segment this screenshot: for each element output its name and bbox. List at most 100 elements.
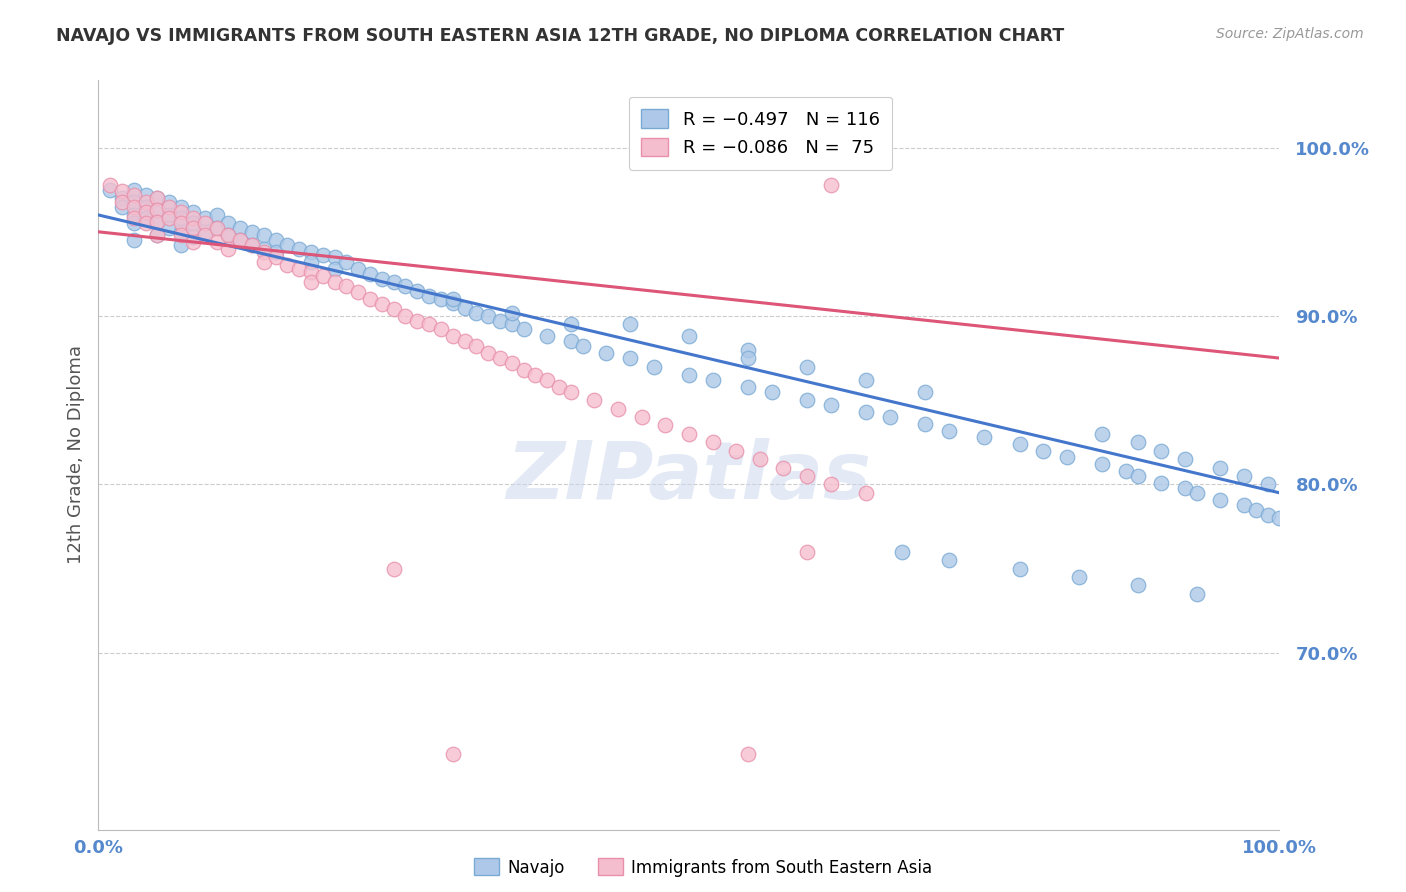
Point bbox=[253, 255, 276, 269]
Point bbox=[501, 356, 523, 370]
Point bbox=[501, 305, 523, 319]
Point bbox=[938, 424, 960, 438]
Point bbox=[1091, 426, 1114, 441]
Point bbox=[217, 242, 239, 256]
Point bbox=[111, 200, 134, 214]
Point bbox=[312, 248, 335, 262]
Point bbox=[1233, 498, 1256, 512]
Point bbox=[170, 204, 193, 219]
Point bbox=[1257, 508, 1279, 522]
Point bbox=[276, 238, 298, 252]
Point bbox=[1056, 450, 1078, 465]
Point bbox=[973, 430, 995, 444]
Point bbox=[217, 228, 239, 243]
Legend: Navajo, Immigrants from South Eastern Asia: Navajo, Immigrants from South Eastern As… bbox=[474, 858, 932, 877]
Point bbox=[205, 235, 228, 249]
Point bbox=[489, 351, 512, 365]
Point bbox=[122, 211, 145, 226]
Point bbox=[855, 405, 877, 419]
Point bbox=[737, 380, 759, 394]
Point bbox=[122, 183, 145, 197]
Point bbox=[1185, 587, 1208, 601]
Point bbox=[98, 178, 121, 192]
Point bbox=[111, 185, 134, 199]
Point bbox=[619, 351, 641, 365]
Point bbox=[477, 309, 499, 323]
Point bbox=[1008, 437, 1031, 451]
Point bbox=[512, 322, 534, 336]
Point bbox=[194, 225, 217, 239]
Point bbox=[135, 194, 157, 209]
Point bbox=[205, 221, 228, 235]
Point bbox=[299, 265, 322, 279]
Point bbox=[406, 284, 429, 298]
Point bbox=[157, 211, 180, 226]
Point bbox=[264, 233, 287, 247]
Point bbox=[181, 216, 204, 230]
Point bbox=[607, 401, 630, 416]
Point bbox=[359, 292, 381, 306]
Point bbox=[347, 261, 370, 276]
Text: NAVAJO VS IMMIGRANTS FROM SOUTH EASTERN ASIA 12TH GRADE, NO DIPLOMA CORRELATION : NAVAJO VS IMMIGRANTS FROM SOUTH EASTERN … bbox=[56, 27, 1064, 45]
Point bbox=[122, 208, 145, 222]
Point bbox=[855, 373, 877, 387]
Point bbox=[418, 318, 440, 332]
Point bbox=[855, 485, 877, 500]
Point bbox=[323, 276, 346, 290]
Point bbox=[1126, 435, 1149, 450]
Point bbox=[170, 200, 193, 214]
Point bbox=[264, 250, 287, 264]
Point bbox=[1185, 485, 1208, 500]
Point bbox=[560, 334, 582, 349]
Point bbox=[253, 228, 276, 243]
Point bbox=[181, 230, 204, 244]
Point bbox=[371, 272, 394, 286]
Legend: R = −0.497   N = 116, R = −0.086   N =  75: R = −0.497 N = 116, R = −0.086 N = 75 bbox=[628, 97, 893, 169]
Point bbox=[477, 346, 499, 360]
Point bbox=[157, 194, 180, 209]
Y-axis label: 12th Grade, No Diploma: 12th Grade, No Diploma bbox=[66, 345, 84, 565]
Point bbox=[181, 221, 204, 235]
Point bbox=[394, 309, 416, 323]
Point bbox=[1257, 477, 1279, 491]
Point bbox=[748, 452, 770, 467]
Point bbox=[229, 233, 252, 247]
Point bbox=[1091, 457, 1114, 471]
Point bbox=[312, 268, 335, 283]
Point bbox=[323, 261, 346, 276]
Point bbox=[146, 191, 169, 205]
Point bbox=[453, 334, 475, 349]
Point bbox=[170, 211, 193, 226]
Point bbox=[146, 202, 169, 217]
Point bbox=[583, 393, 606, 408]
Point bbox=[98, 183, 121, 197]
Point bbox=[737, 351, 759, 365]
Point bbox=[1174, 481, 1197, 495]
Point bbox=[430, 322, 453, 336]
Point bbox=[111, 191, 134, 205]
Point bbox=[181, 204, 204, 219]
Point bbox=[465, 339, 488, 353]
Point bbox=[240, 225, 263, 239]
Point bbox=[170, 216, 193, 230]
Point bbox=[253, 245, 276, 260]
Point bbox=[512, 363, 534, 377]
Point bbox=[702, 373, 724, 387]
Point bbox=[1268, 511, 1291, 525]
Point bbox=[702, 435, 724, 450]
Point bbox=[1233, 469, 1256, 483]
Text: ZIPatlas: ZIPatlas bbox=[506, 438, 872, 516]
Point bbox=[253, 242, 276, 256]
Point bbox=[157, 208, 180, 222]
Point bbox=[737, 747, 759, 761]
Point bbox=[890, 545, 912, 559]
Point bbox=[441, 292, 464, 306]
Point bbox=[1067, 570, 1090, 584]
Point bbox=[382, 302, 405, 317]
Point bbox=[796, 393, 818, 408]
Point bbox=[276, 259, 298, 273]
Point bbox=[170, 238, 193, 252]
Point bbox=[299, 245, 322, 260]
Point bbox=[879, 410, 901, 425]
Point bbox=[382, 561, 405, 575]
